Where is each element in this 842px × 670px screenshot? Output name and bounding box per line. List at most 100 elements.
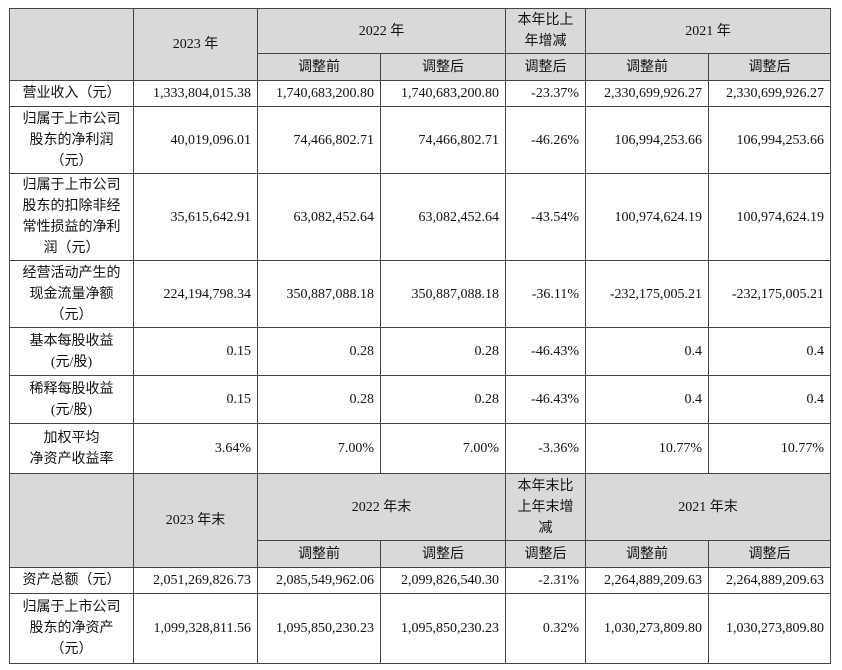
value-cell: -46.43%	[505, 375, 586, 424]
value-cell: 224,194,798.34	[133, 260, 258, 328]
row-label: 稀释每股收益 (元/股)	[9, 375, 134, 424]
row-label: 归属于上市公司 股东的净资产 （元）	[9, 593, 134, 664]
value-cell: 0.28	[257, 327, 381, 376]
text-line: 营业收入（元）	[22, 86, 121, 101]
value-cell: -23.37%	[505, 80, 586, 107]
value-cell: 2,264,889,209.63	[585, 567, 709, 594]
subheader-row: 调整前 调整后 调整后 调整前 调整后	[10, 53, 831, 81]
data-row: 归属于上市公司 股东的净资产 （元） 1,099,328,811.56 1,095,85…	[9, 593, 831, 664]
value-cell: -232,175,005.21	[708, 260, 831, 328]
row-label: 经营活动产生的 现金流量净额 （元）	[9, 260, 134, 328]
text-line: 现金流量净额	[29, 286, 114, 302]
value-cell: 2,085,549,962.06	[257, 567, 381, 594]
value-cell: 40,019,096.01	[133, 106, 258, 174]
value-cell: 1,099,328,811.56	[133, 593, 258, 664]
row-label: 资产总额（元）	[9, 567, 134, 594]
subheader: 调整后	[380, 540, 506, 568]
value-cell: 10.77%	[708, 423, 831, 474]
value-cell: 0.15	[133, 327, 258, 376]
text-line: 股东的扣除非经	[22, 199, 121, 214]
data-row: 稀释每股收益 (元/股) 0.15 0.28 0.28 -46.43% 0.4 0.4	[9, 375, 831, 424]
text-line: 资产总额（元）	[22, 573, 121, 588]
year-header: 2023 年	[133, 8, 258, 81]
header-row: 2023 年 2022 年本年比上年增减 2021 年	[9, 8, 831, 81]
value-cell: 0.15	[133, 375, 258, 424]
text-line: 归属于上市公司	[22, 600, 121, 615]
value-cell: 0.4	[585, 327, 709, 376]
text-line: (元/股)	[50, 402, 93, 418]
value-cell: -2.31%	[505, 567, 586, 594]
value-cell: 100,974,624.19	[585, 173, 709, 261]
text-line: （元）	[50, 642, 93, 657]
value-cell: 1,740,683,200.80	[257, 80, 381, 107]
value-cell: 2,264,889,209.63	[708, 567, 831, 594]
subheader: 调整后	[505, 540, 586, 568]
text-line: 股东的净资产	[29, 621, 114, 636]
year-header: 2021 年末	[585, 473, 831, 541]
subheader: 调整前	[257, 540, 381, 568]
subheader: 调整前	[585, 540, 709, 568]
value-cell: 1,030,273,809.80	[708, 593, 831, 664]
data-row: 归属于上市公司 股东的净利润 （元） 40,019,096.01 74,466,802.…	[9, 106, 831, 174]
subheader: 调整后	[505, 53, 586, 81]
header-row: 2023 年末 2022 年末 本年末比 上年末增减 2021 年末	[9, 473, 831, 568]
subheader: 调整后	[708, 53, 831, 81]
value-cell: 350,887,088.18	[380, 260, 506, 328]
value-cell: 100,974,624.19	[708, 173, 831, 261]
text-line: 本年比上	[517, 13, 574, 28]
subheader-row: 调整前 调整后 调整后 调整前 调整后	[10, 540, 831, 568]
value-cell: 63,082,452.64	[380, 173, 506, 261]
year-header: 2022 年	[257, 8, 506, 54]
text-line: 经营活动产生的	[22, 265, 121, 281]
value-cell: -232,175,005.21	[585, 260, 709, 328]
text-line: 稀释每股收益	[29, 381, 114, 397]
value-cell: 0.32%	[505, 593, 586, 664]
text-line: (元/股)	[50, 354, 93, 370]
text-line: （元）	[50, 153, 93, 169]
data-row: 归属于上市公司 股东的扣除非经 常性损益的净利 润（元） 35,615,642.91 63…	[9, 173, 831, 261]
value-cell: 1,333,804,015.38	[133, 80, 258, 107]
corner-cell	[9, 473, 134, 568]
value-cell: 1,030,273,809.80	[585, 593, 709, 664]
value-cell: 35,615,642.91	[133, 173, 258, 261]
value-cell: 2,330,699,926.27	[585, 80, 709, 107]
text-line: 润（元）	[43, 241, 100, 256]
text-line: 基本每股收益	[29, 333, 114, 349]
change-header: 本年末比 上年末增减	[505, 473, 586, 541]
value-cell: 1,095,850,230.23	[257, 593, 381, 664]
value-cell: 2,051,269,826.73	[133, 567, 258, 594]
text-line: 年增减	[524, 34, 567, 49]
value-cell: 0.28	[380, 375, 506, 424]
subheader: 调整后	[380, 53, 506, 81]
text-line: （元）	[50, 307, 93, 323]
text-line: 净资产收益率	[29, 451, 114, 467]
data-row: 营业收入（元） 1,333,804,015.38 1,740,683,200.80 1…	[9, 80, 831, 107]
value-cell: 0.4	[708, 327, 831, 376]
value-cell: -46.26%	[505, 106, 586, 174]
text-line: 上年末增	[517, 499, 574, 515]
value-cell: 1,095,850,230.23	[380, 593, 506, 664]
value-cell: 7.00%	[257, 423, 381, 474]
text-line: 加权平均	[43, 430, 100, 446]
value-cell: 350,887,088.18	[257, 260, 381, 328]
text-line: 股东的净利润	[29, 132, 114, 148]
row-label: 基本每股收益 (元/股)	[9, 327, 134, 376]
subheader: 调整前	[257, 53, 381, 81]
text-line: 常性损益的净利	[22, 220, 121, 235]
value-cell: -3.36%	[505, 423, 586, 474]
value-cell: 74,466,802.71	[380, 106, 506, 174]
data-row: 基本每股收益 (元/股) 0.15 0.28 0.28 -46.43% 0.4 0.4	[9, 327, 831, 376]
value-cell: -43.54%	[505, 173, 586, 261]
row-label: 归属于上市公司 股东的扣除非经 常性损益的净利 润（元）	[9, 173, 134, 261]
subheader: 调整前	[585, 53, 709, 81]
value-cell: 1,740,683,200.80	[380, 80, 506, 107]
value-cell: -46.43%	[505, 327, 586, 376]
value-cell: 0.28	[257, 375, 381, 424]
value-cell: 106,994,253.66	[585, 106, 709, 174]
value-cell: 0.28	[380, 327, 506, 376]
financial-table: 2023 年 2022 年本年比上 年增减 2021 年调整前 调整后 调整后 调整前 调整后…	[9, 8, 831, 664]
value-cell: 3.64%	[133, 423, 258, 474]
value-cell: 0.4	[585, 375, 709, 424]
year-header: 2021 年	[585, 8, 831, 54]
